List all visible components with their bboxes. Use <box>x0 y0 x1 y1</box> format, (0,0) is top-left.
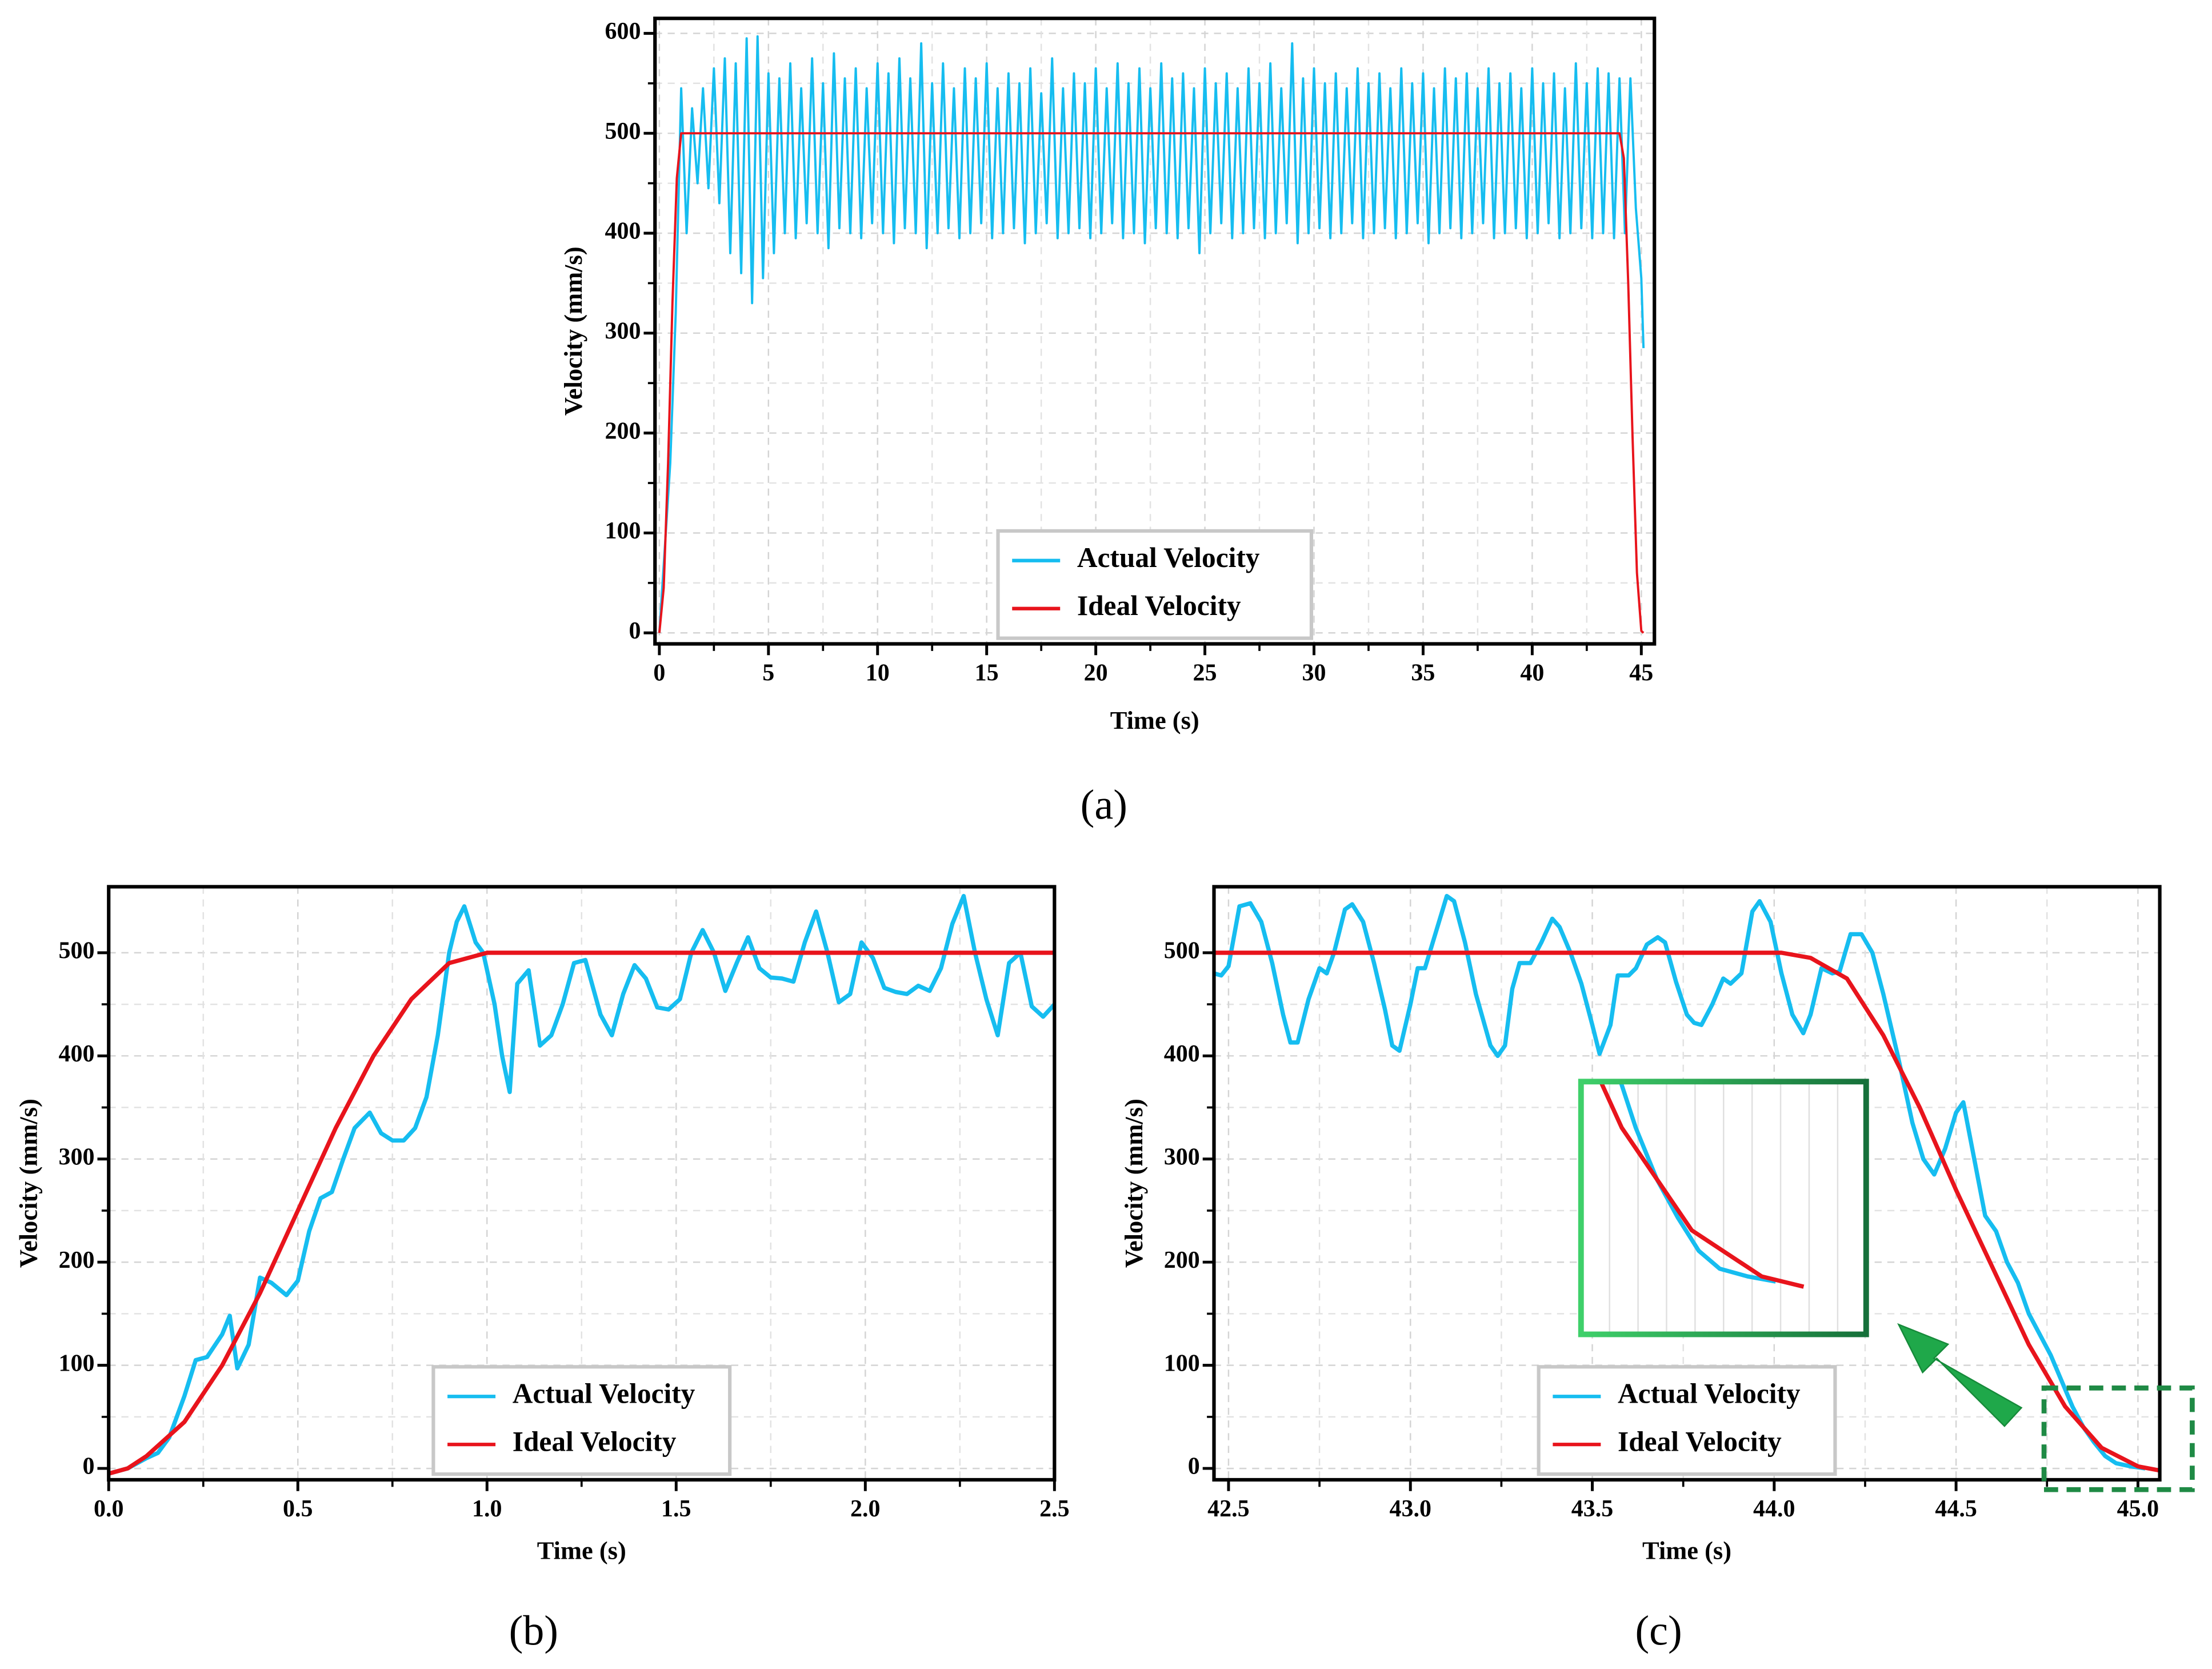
legend-label: Ideal Velocity <box>1618 1426 1782 1458</box>
legend-label: Actual Velocity <box>1077 542 1260 573</box>
y-tick-label: 0 <box>1188 1454 1200 1480</box>
legend-label: Ideal Velocity <box>513 1426 677 1458</box>
y-axis-label: Velocity (mm/s) <box>1119 1099 1148 1268</box>
series-line <box>109 893 1055 1476</box>
x-tick-label: 43.5 <box>1571 1496 1613 1522</box>
y-tick-label: 300 <box>605 318 641 344</box>
panel-label: (c) <box>1635 1608 1682 1655</box>
x-tick-label: 0 <box>653 660 665 686</box>
y-tick-label: 100 <box>59 1350 95 1376</box>
panel-label: (b) <box>509 1608 558 1655</box>
x-tick-label: 1.0 <box>472 1496 502 1522</box>
x-tick-label: 45.0 <box>2117 1496 2159 1522</box>
x-tick-label: 42.5 <box>1207 1496 1249 1522</box>
x-axis-label: Time (s) <box>1642 1536 1731 1565</box>
x-tick-label: 44.5 <box>1935 1496 1977 1522</box>
x-tick-label: 1.5 <box>661 1496 691 1522</box>
plot-frame <box>107 885 1057 1482</box>
x-tick-label: 2.0 <box>850 1496 880 1522</box>
y-tick-label: 0 <box>629 618 641 644</box>
series-line <box>658 35 1645 633</box>
x-tick-label: 2.5 <box>1039 1496 1069 1522</box>
y-tick-label: 300 <box>1164 1144 1200 1170</box>
plot-frame <box>1212 885 2162 1482</box>
x-tick-label: 45 <box>1629 660 1653 686</box>
legend-box <box>996 529 1314 640</box>
inset-line <box>1598 1081 1805 1289</box>
y-tick-label: 500 <box>1164 938 1200 964</box>
y-tick-label: 500 <box>605 118 641 145</box>
inset-frame <box>1578 1079 1869 1337</box>
y-tick-label: 600 <box>605 18 641 45</box>
x-tick-label: 0.5 <box>283 1496 313 1522</box>
x-axis-label: Time (s) <box>537 1536 626 1565</box>
y-tick-label: 400 <box>1164 1041 1200 1067</box>
y-tick-label: 300 <box>59 1144 95 1170</box>
y-tick-label: 400 <box>59 1041 95 1067</box>
x-tick-label: 10 <box>866 660 890 686</box>
legend-label: Actual Velocity <box>513 1378 695 1410</box>
x-tick-label: 44.0 <box>1753 1496 1795 1522</box>
y-tick-label: 0 <box>83 1454 95 1480</box>
y-tick-label: 500 <box>59 938 95 964</box>
y-tick-label: 200 <box>1164 1247 1200 1273</box>
legend-label: Ideal Velocity <box>1077 590 1241 621</box>
x-tick-label: 5 <box>762 660 774 686</box>
y-axis-label: Velocity (mm/s) <box>559 246 587 416</box>
panel: 0 100 200 300 400 500 0.0 0.5 1.0 1.5 2.0 2.5 Veloci… <box>14 885 1070 1655</box>
y-tick-label: 200 <box>59 1247 95 1273</box>
legend-box <box>431 1365 732 1476</box>
panel: 0 100 200 300 400 500 600 0 5 10 15 20 25 30 35 40 45 Vel… <box>559 17 1657 829</box>
x-tick-label: 20 <box>1084 660 1108 686</box>
series-line <box>109 951 1055 1476</box>
series-line <box>658 132 1645 634</box>
x-tick-label: 43.0 <box>1389 1496 1431 1522</box>
y-tick-label: 100 <box>605 518 641 544</box>
y-tick-label: 100 <box>1164 1350 1200 1376</box>
plot-frame <box>653 17 1657 646</box>
x-tick-label: 30 <box>1302 660 1326 686</box>
y-axis-label: Velocity (mm/s) <box>14 1099 43 1268</box>
x-tick-label: 40 <box>1520 660 1544 686</box>
zoom-box <box>2041 1385 2195 1492</box>
x-tick-label: 35 <box>1411 660 1435 686</box>
legend-label: Actual Velocity <box>1618 1378 1801 1410</box>
legend-box <box>1537 1365 1837 1476</box>
zoom-arrow <box>1897 1323 2023 1427</box>
series-line <box>1214 951 2160 1473</box>
panel-label: (a) <box>1081 782 1127 829</box>
y-tick-label: 400 <box>605 218 641 245</box>
y-tick-label: 200 <box>605 418 641 444</box>
x-tick-label: 15 <box>975 660 999 686</box>
x-axis-label: Time (s) <box>1110 706 1199 734</box>
x-tick-label: 25 <box>1193 660 1217 686</box>
series-line <box>1214 893 2146 1471</box>
x-tick-label: 0.0 <box>94 1496 123 1522</box>
